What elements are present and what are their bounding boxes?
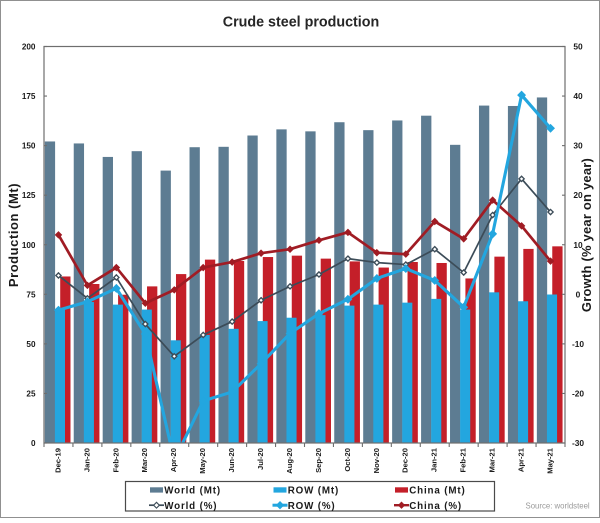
- svg-text:Jul-20: Jul-20: [256, 448, 265, 470]
- svg-text:Oct-20: Oct-20: [343, 448, 352, 472]
- svg-text:Feb-20: Feb-20: [111, 448, 120, 472]
- svg-text:Jun-20: Jun-20: [227, 448, 236, 472]
- svg-text:Growth (% year on year): Growth (% year on year): [579, 158, 594, 312]
- svg-text:Source: worldsteel: Source: worldsteel: [526, 502, 590, 511]
- svg-text:40: 40: [573, 91, 583, 101]
- svg-text:-20: -20: [572, 388, 584, 398]
- svg-text:0: 0: [576, 289, 581, 299]
- svg-text:China (%): China (%): [409, 501, 462, 512]
- svg-text:Dec-19: Dec-19: [53, 448, 62, 473]
- svg-text:20: 20: [573, 190, 583, 200]
- svg-text:Apr-21: Apr-21: [516, 447, 525, 472]
- svg-text:125: 125: [22, 191, 36, 200]
- svg-text:-10: -10: [572, 339, 584, 349]
- svg-text:ROW (Mt): ROW (Mt): [288, 485, 339, 496]
- svg-text:ROW (%): ROW (%): [288, 501, 336, 512]
- svg-text:China (Mt): China (Mt): [409, 485, 465, 496]
- svg-text:World (%): World (%): [164, 501, 217, 512]
- svg-text:Jan-20: Jan-20: [82, 448, 91, 472]
- svg-text:Feb-21: Feb-21: [459, 447, 468, 472]
- svg-text:175: 175: [22, 92, 36, 101]
- svg-text:100: 100: [22, 241, 36, 250]
- svg-text:50: 50: [573, 42, 583, 52]
- svg-text:10: 10: [573, 240, 583, 250]
- svg-text:May-20: May-20: [198, 448, 207, 474]
- svg-text:May-21: May-21: [545, 447, 554, 474]
- svg-text:Sep-20: Sep-20: [314, 448, 323, 473]
- svg-text:Nov-20: Nov-20: [372, 448, 381, 473]
- svg-text:World (Mt): World (Mt): [164, 485, 221, 496]
- svg-text:200: 200: [22, 43, 36, 52]
- svg-text:50: 50: [26, 340, 36, 349]
- svg-text:Aug-20: Aug-20: [285, 448, 294, 474]
- svg-text:Mar-20: Mar-20: [140, 448, 149, 472]
- svg-text:-30: -30: [572, 438, 584, 448]
- svg-text:Dec-20: Dec-20: [401, 448, 410, 473]
- svg-text:0: 0: [31, 439, 36, 448]
- svg-text:30: 30: [573, 141, 583, 151]
- svg-text:75: 75: [26, 290, 36, 299]
- svg-text:Crude steel production: Crude steel production: [223, 15, 379, 31]
- svg-text:Mar-21: Mar-21: [488, 447, 497, 472]
- svg-text:Production (Mt): Production (Mt): [6, 183, 21, 287]
- svg-text:Apr-20: Apr-20: [169, 448, 178, 472]
- svg-text:Jan-21: Jan-21: [430, 447, 439, 472]
- svg-text:150: 150: [22, 142, 36, 151]
- svg-text:25: 25: [26, 389, 36, 398]
